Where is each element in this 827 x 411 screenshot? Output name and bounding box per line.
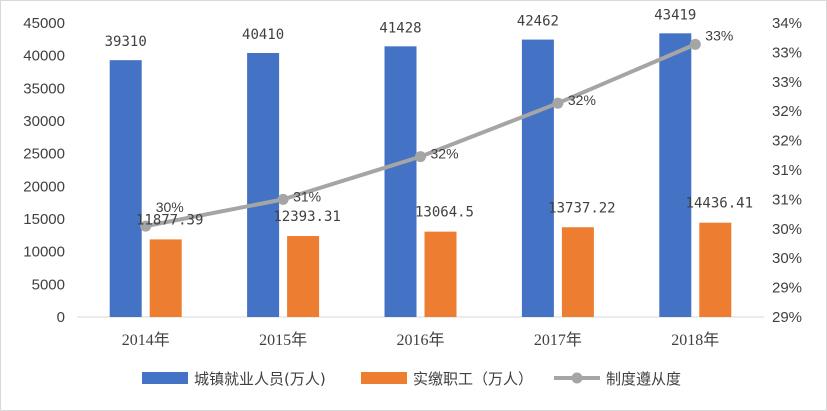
bar-employed (109, 60, 142, 317)
y-right-tick-label: 31% (772, 191, 802, 208)
x-tick-label: 2015年 (259, 331, 307, 349)
y-left-tick-label: 20000 (23, 178, 65, 195)
data-label-contributors: 13064.5 (415, 205, 474, 221)
legend-swatch-marker (571, 372, 583, 384)
bar-contributors (561, 227, 594, 317)
y-right-tick-label: 33% (772, 44, 802, 61)
y-left-tick-label: 40000 (23, 48, 65, 65)
legend-label: 城镇就业人员(万人) (194, 370, 326, 388)
bar-employed (384, 46, 417, 317)
y-left-tick-label: 45000 (23, 15, 65, 32)
data-label-contributors: 13737.22 (548, 200, 615, 216)
data-label-employed: 42462 (517, 14, 559, 30)
data-label-employed: 41428 (379, 20, 421, 36)
y-left-tick-label: 35000 (23, 80, 65, 97)
data-label-compliance: 32% (568, 92, 596, 108)
compliance-point (277, 193, 289, 205)
bar-contributors (699, 222, 732, 317)
x-tick-label: 2014年 (122, 331, 170, 349)
compliance-point (552, 97, 564, 109)
data-label-contributors: 14436.41 (686, 196, 753, 212)
y-right-tick-label: 30% (772, 250, 802, 267)
y-right-tick-label: 30% (772, 221, 802, 238)
data-label-employed: 39310 (105, 34, 147, 50)
y-right-tick-label: 32% (772, 103, 802, 120)
y-left-tick-label: 5000 (32, 276, 65, 293)
y-left-tick-label: 0 (57, 309, 65, 326)
y-left-tick-label: 30000 (23, 113, 65, 130)
legend-swatch (142, 372, 188, 384)
data-label-compliance: 30% (156, 199, 184, 215)
data-label-compliance: 32% (431, 146, 459, 162)
bar-employed (521, 39, 554, 317)
data-label-contributors: 12393.31 (273, 209, 340, 225)
y-right-tick-label: 29% (772, 280, 802, 297)
x-tick-label: 2016年 (396, 331, 444, 349)
y-left-tick-label: 15000 (23, 211, 65, 228)
data-label-employed: 43419 (654, 7, 696, 23)
compliance-point (689, 38, 701, 50)
y-left-tick-label: 10000 (23, 244, 65, 261)
legend-label: 制度遵从度 (606, 370, 681, 388)
y-left-tick-label: 25000 (23, 146, 65, 163)
compliance-line (145, 42, 697, 229)
compliance-point (140, 220, 152, 232)
bar-employed (659, 33, 692, 318)
bar-contributors (149, 239, 182, 317)
x-tick-label: 2018年 (671, 331, 719, 349)
bar-contributors (424, 231, 457, 317)
x-tick-label: 2017年 (534, 331, 582, 349)
legend-label: 实缴职工（万人） (413, 370, 533, 388)
data-label-employed: 40410 (242, 27, 284, 43)
data-label-contributors: 11877.39 (136, 212, 203, 228)
bar-contributors (287, 236, 320, 317)
data-label-compliance: 33% (705, 27, 733, 43)
y-right-tick-label: 33% (772, 74, 802, 91)
y-right-tick-label: 34% (772, 15, 802, 32)
y-right-tick-label: 29% (772, 309, 802, 326)
y-right-tick-label: 32% (772, 133, 802, 150)
compliance-point (415, 151, 426, 163)
bar-employed (247, 52, 280, 317)
data-label-compliance: 31% (293, 188, 321, 204)
legend-swatch (361, 372, 407, 384)
y-right-tick-label: 31% (772, 162, 802, 179)
